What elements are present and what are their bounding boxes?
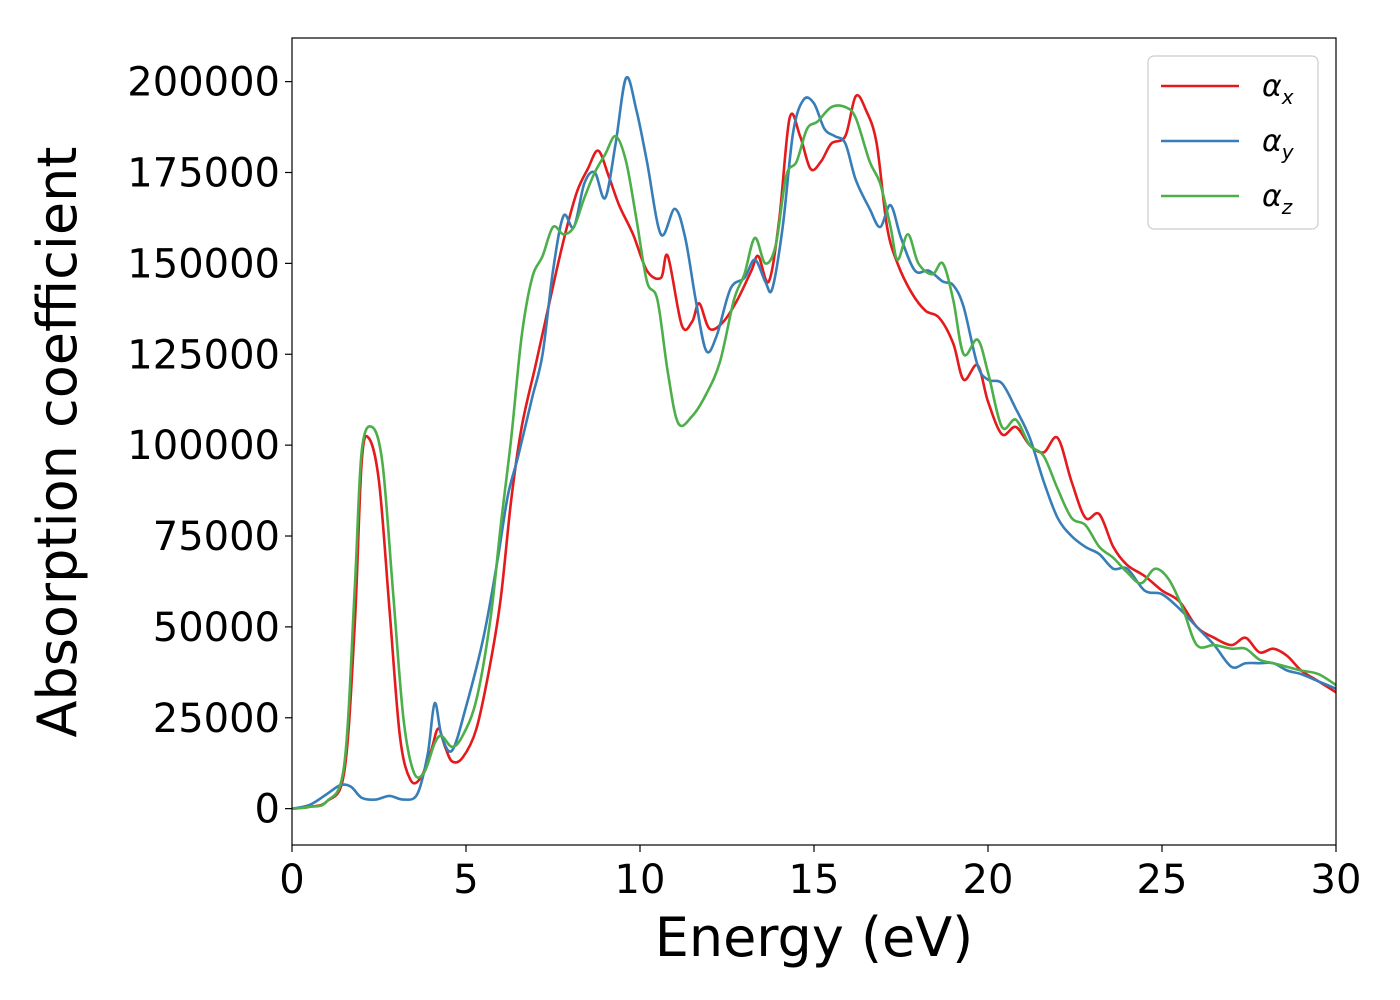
y-tick-label: 175000 bbox=[127, 151, 280, 197]
y-axis: 0 25000 50000 75000 100000 125000 150000 175000… bbox=[127, 60, 292, 833]
y-tick-label: 25000 bbox=[153, 696, 280, 742]
y-tick-label: 100000 bbox=[127, 423, 280, 469]
x-tick-label: 20 bbox=[963, 857, 1014, 903]
x-tick-label: 15 bbox=[789, 857, 840, 903]
x-axis: 0 5 10 15 20 25 30 bbox=[279, 845, 1361, 903]
y-tick-label: 150000 bbox=[127, 241, 280, 287]
legend-subscript: x bbox=[1281, 85, 1294, 109]
y-tick-label: 0 bbox=[255, 787, 280, 833]
x-tick-label: 0 bbox=[279, 857, 304, 903]
x-axis-title: Energy (eV) bbox=[655, 906, 974, 969]
series-layer bbox=[292, 75, 1336, 810]
y-tick-label: 125000 bbox=[127, 332, 280, 378]
y-tick-label: 200000 bbox=[127, 60, 280, 106]
legend-symbol: α bbox=[1262, 69, 1282, 104]
legend-subscript: z bbox=[1281, 195, 1293, 219]
legend-subscript: y bbox=[1281, 140, 1295, 164]
legend-label-alpha-y: αy bbox=[1262, 124, 1295, 164]
legend-box bbox=[1147, 55, 1319, 230]
series-line-alpha-z bbox=[292, 104, 1336, 810]
legend-symbol: α bbox=[1262, 179, 1282, 214]
legend-symbol: α bbox=[1262, 124, 1282, 159]
legend-label-alpha-x: αx bbox=[1262, 69, 1294, 109]
y-axis-title: Absorption coefficient bbox=[26, 147, 89, 738]
x-tick-label: 5 bbox=[453, 857, 478, 903]
legend-label-alpha-z: αz bbox=[1262, 179, 1293, 219]
x-tick-label: 30 bbox=[1311, 857, 1362, 903]
x-tick-label: 10 bbox=[615, 857, 666, 903]
y-tick-label: 75000 bbox=[153, 514, 280, 560]
y-tick-label: 50000 bbox=[153, 605, 280, 651]
x-tick-label: 25 bbox=[1137, 857, 1188, 903]
series-line-alpha-y bbox=[292, 75, 1336, 810]
